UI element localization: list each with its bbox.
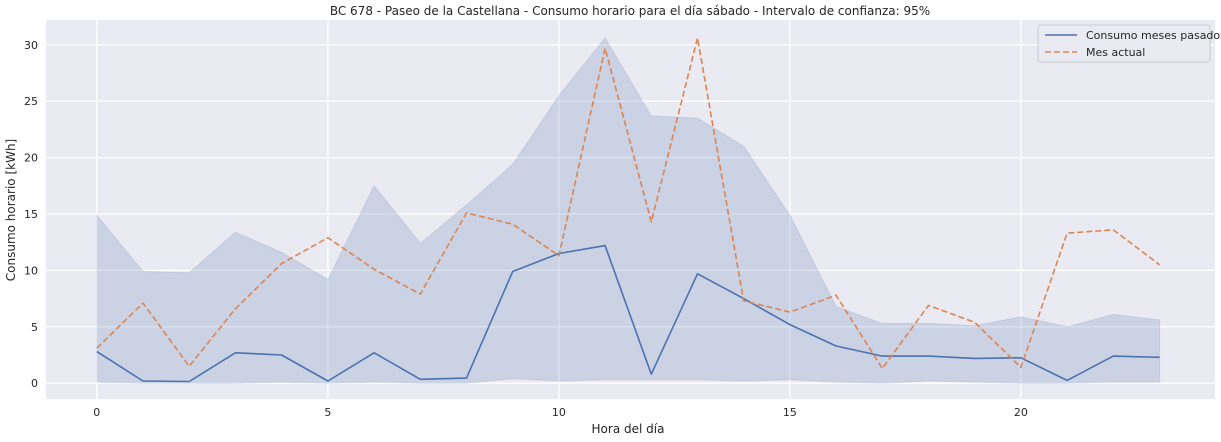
y-tick-label: 30 [24, 39, 38, 52]
x-tick-label: 10 [552, 406, 566, 419]
confidence-band [96, 37, 1161, 384]
y-tick-label: 0 [31, 377, 38, 390]
x-tick-label: 0 [93, 406, 100, 419]
plot-background [46, 20, 1215, 399]
y-tick-label: 5 [31, 321, 38, 334]
x-axis-label: Hora del día [592, 422, 665, 436]
series-line-consumo-meses-pasados [96, 244, 1160, 383]
series-lines [96, 37, 1161, 383]
confidence-interval-band [96, 37, 1161, 384]
y-axis-label: Consumo horario [kWh] [4, 139, 18, 281]
grid [46, 20, 1215, 399]
legend-label-consumo-meses-pasados: Consumo meses pasados [1086, 29, 1221, 42]
y-tick-label: 10 [24, 264, 38, 277]
legend-label-mes-actual: Mes actual [1086, 46, 1145, 59]
legend: Consumo meses pasados Mes actual [1037, 24, 1221, 63]
y-tick-label: 15 [24, 208, 38, 221]
x-tick-labels: 0 5 10 15 20 [93, 406, 1028, 419]
y-tick-label: 25 [24, 95, 38, 108]
legend-box [1037, 24, 1211, 63]
x-tick-label: 20 [1014, 406, 1028, 419]
series-line-mes-actual [96, 37, 1161, 370]
chart-title: BC 678 - Paseo de la Castellana - Consum… [330, 4, 930, 18]
x-tick-label: 5 [324, 406, 331, 419]
x-tick-label: 15 [783, 406, 797, 419]
y-tick-label: 20 [24, 152, 38, 165]
y-tick-labels: 0 5 10 15 20 25 30 [24, 39, 38, 390]
